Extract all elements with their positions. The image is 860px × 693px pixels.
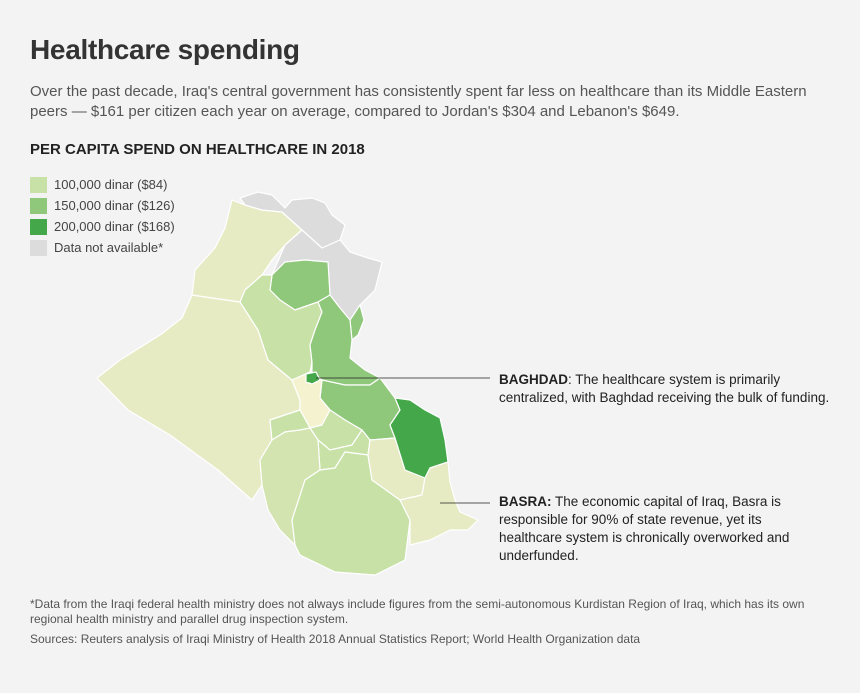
annotation-basra-text: The economic capital of Iraq, Basra is r… bbox=[499, 494, 790, 563]
page-title: Healthcare spending bbox=[30, 34, 300, 65]
legend-swatch-100k bbox=[30, 176, 47, 193]
legend-swatch-200k bbox=[30, 218, 47, 235]
region-dohuk-na bbox=[239, 191, 346, 249]
footnote: *Data from the Iraqi federal health mini… bbox=[30, 597, 805, 626]
legend: 100,000 dinar ($84) 150,000 dinar ($126)… bbox=[30, 174, 175, 258]
legend-item-150k: 150,000 dinar ($126) bbox=[30, 195, 175, 216]
region-baghdad-city bbox=[305, 371, 321, 385]
map-subheading: PER CAPITA SPEND ON HEALTHCARE IN 2018 bbox=[30, 141, 365, 158]
legend-item-200k: 200,000 dinar ($168) bbox=[30, 216, 175, 237]
legend-swatch-150k bbox=[30, 197, 47, 214]
region-basra bbox=[399, 461, 479, 546]
annotation-baghdad-name: BAGHDAD bbox=[499, 372, 568, 387]
annotation-baghdad: BAGHDAD: The healthcare system is primar… bbox=[499, 371, 844, 407]
legend-label-150k: 150,000 dinar ($126) bbox=[54, 198, 175, 213]
legend-swatch-na bbox=[30, 239, 47, 256]
legend-item-na: Data not available* bbox=[30, 237, 175, 258]
annotation-baghdad-text: : The healthcare system is primarily cen… bbox=[499, 372, 830, 405]
legend-label-100k: 100,000 dinar ($84) bbox=[54, 177, 168, 192]
legend-label-200k: 200,000 dinar ($168) bbox=[54, 219, 175, 234]
sources: Sources: Reuters analysis of Iraqi Minis… bbox=[30, 632, 641, 646]
legend-item-100k: 100,000 dinar ($84) bbox=[30, 174, 175, 195]
annotation-basra-name: BASRA: bbox=[499, 494, 552, 509]
intro-text: Over the past decade, Iraq's central gov… bbox=[30, 83, 807, 120]
region-najaf bbox=[259, 427, 321, 546]
legend-label-na: Data not available* bbox=[54, 240, 164, 255]
annotation-basra: BASRA: The economic capital of Iraq, Bas… bbox=[499, 493, 819, 565]
